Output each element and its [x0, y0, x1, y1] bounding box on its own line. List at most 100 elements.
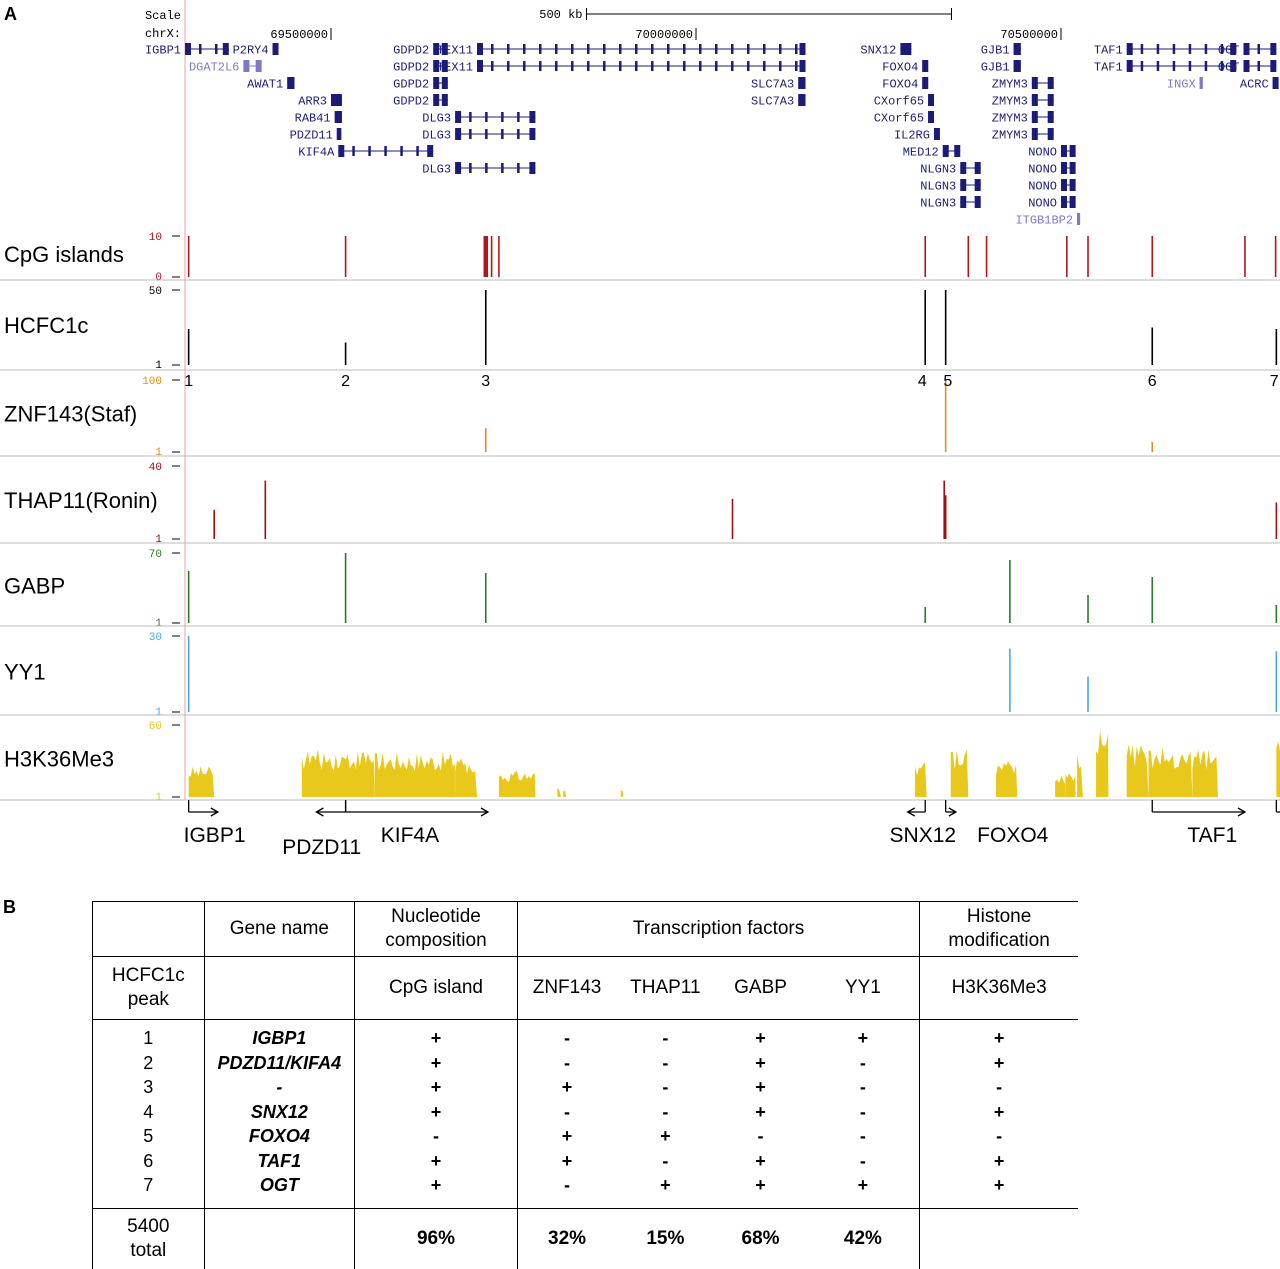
- gene-label: RAB41: [295, 112, 331, 126]
- gene-exon: [185, 43, 191, 55]
- gene-exon: [416, 146, 419, 156]
- cell-gabp: +: [755, 1175, 766, 1196]
- gene-exon: [400, 146, 403, 156]
- signal-region: [374, 751, 456, 797]
- table-subheader-row: HCFC1c peak CpG island ZNF143 THAP11 GAB…: [92, 956, 1078, 1020]
- gene-exon: [974, 162, 981, 174]
- gene-exon: [501, 163, 504, 173]
- gene-exon: [501, 112, 504, 122]
- gene-exon: [517, 163, 520, 173]
- gene-label: NLGN3: [920, 197, 956, 211]
- signal-region: [188, 766, 215, 797]
- gene-exon: [529, 111, 536, 123]
- gene-exon: [763, 61, 766, 71]
- cell-total-cpg: 96%: [354, 1207, 518, 1269]
- gene-label: NLGN3: [920, 163, 956, 177]
- signal-region: [1055, 775, 1066, 797]
- cell-gene: OGT: [204, 1173, 356, 1208]
- gene-exon: [288, 77, 295, 89]
- gene-exon: [1272, 77, 1279, 89]
- track-ymax-label: 100: [142, 376, 162, 388]
- table-row: 4 SNX12 + - - + - +: [92, 1099, 1079, 1124]
- signal-region: [996, 761, 1018, 797]
- gene-exon: [469, 163, 472, 173]
- gene-arrow-head: [210, 807, 220, 817]
- cell-peak: 2: [92, 1050, 205, 1075]
- cell-cpg: +: [354, 1019, 518, 1051]
- gene-exon: [1220, 44, 1224, 54]
- cell-thap11: -: [616, 1019, 715, 1051]
- peak-number-label: 7: [1270, 373, 1279, 390]
- gene-exon: [469, 129, 472, 139]
- gene-exon: [942, 145, 949, 157]
- gene-exon: [799, 60, 806, 72]
- peak-number-label: 5: [943, 373, 952, 390]
- gene-label: SLC7A3: [751, 95, 794, 109]
- subheader-peak-text: HCFC1c peak: [111, 965, 185, 1010]
- track-ymin-label: 0: [155, 272, 162, 284]
- gene-label: DLG3: [422, 112, 451, 126]
- peak-number-label: 3: [481, 373, 490, 390]
- gene-exon: [1172, 61, 1176, 71]
- cell-gene: -: [204, 1075, 356, 1100]
- cell-yy1: -: [806, 1075, 921, 1100]
- gene-exon: [272, 43, 279, 55]
- gene-exon: [683, 44, 686, 54]
- gene-exon: [651, 61, 654, 71]
- gene-label: ITGB1BP2: [1015, 214, 1073, 228]
- track-label: H3K36Me3: [4, 747, 114, 772]
- signal-region: [1065, 773, 1076, 797]
- gene-exon: [455, 111, 462, 123]
- gene-exon: [905, 43, 912, 55]
- cell-h3k36me3: -: [996, 1126, 1003, 1147]
- gene-exon: [619, 61, 622, 71]
- track-ymin-label: 1: [155, 447, 162, 459]
- signal-region: [498, 770, 536, 797]
- gene-exon: [795, 61, 798, 71]
- signal-region: [557, 788, 561, 797]
- gene-label: ZMYM3: [992, 129, 1028, 143]
- peak-number-label: 4: [918, 373, 927, 390]
- gene-exon: [427, 145, 434, 157]
- signal-region: [1096, 730, 1109, 797]
- panel-b-label: B: [3, 897, 16, 917]
- gene-label: TEX11: [437, 61, 473, 75]
- gene-label: DLG3: [422, 129, 451, 143]
- track-ymax-label: 70: [149, 549, 162, 561]
- gene-exon: [1031, 77, 1038, 89]
- gene-label: P2RY4: [233, 44, 269, 58]
- cell-cpg: +: [354, 1050, 518, 1075]
- gene-label: ZMYM3: [992, 95, 1028, 109]
- gene-exon: [1126, 60, 1133, 72]
- gene-exon: [699, 61, 702, 71]
- cell-h3k36me3: +: [993, 1175, 1005, 1196]
- gene-label: ZMYM3: [992, 112, 1028, 126]
- signal-region: [301, 749, 375, 797]
- cell-total-peaks-text: 5400 total: [127, 1215, 170, 1261]
- summary-table: Gene name Nucleotide composition Transcr…: [92, 901, 1078, 1269]
- gene-exon: [960, 196, 967, 208]
- gene-exon: [667, 61, 670, 71]
- gene-label: PDZD11: [290, 129, 333, 143]
- gene-exon: [485, 129, 488, 139]
- gene-exon: [1188, 61, 1192, 71]
- gene-label: SLC7A3: [751, 78, 794, 92]
- gene-exon: [1188, 44, 1192, 54]
- cell-total-yy1: 42%: [806, 1207, 921, 1269]
- cell-gene: TAF1: [204, 1148, 356, 1173]
- peak-number-label: 2: [341, 373, 350, 390]
- gene-exon: [974, 196, 981, 208]
- gene-exon: [731, 61, 734, 71]
- gene-label: NONO: [1028, 197, 1057, 211]
- cell-cpg: -: [354, 1124, 518, 1149]
- gene-exon: [1061, 179, 1067, 191]
- table-total-row: 5400 total 96% 32% 15% 68% 42%: [92, 1207, 1078, 1269]
- cell-peak: 6: [92, 1148, 205, 1173]
- gene-exon: [1243, 60, 1250, 72]
- signal-region: [1126, 744, 1149, 797]
- track-ymin-label: 1: [155, 792, 162, 804]
- table-header-row: Gene name Nucleotide composition Transcr…: [92, 901, 1078, 957]
- gene-exon: [635, 61, 638, 71]
- cell-gabp: +: [755, 1077, 766, 1098]
- gene-exon: [1069, 145, 1076, 157]
